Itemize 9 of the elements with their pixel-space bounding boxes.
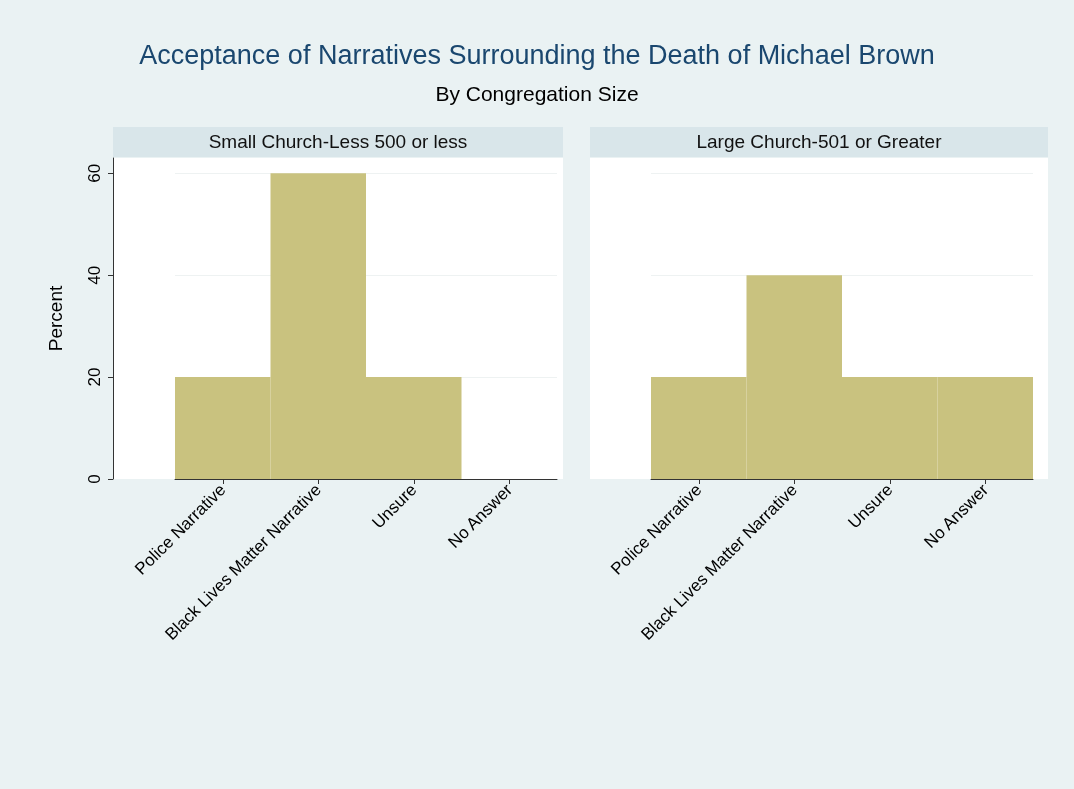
- y-axis-title: Percent: [45, 285, 66, 352]
- text: Large Church-501 or Greater: [590, 127, 1048, 157]
- chart-subtitle: By Congregation Size: [434, 82, 640, 106]
- chart-title: Acceptance of Narratives Surrounding the Death of Michael Brown: [138, 40, 936, 71]
- y-tick-label: 0: [85, 474, 104, 484]
- text: Small Church-Less 500 or less: [113, 127, 563, 157]
- y-tick-label: 20: [85, 367, 104, 387]
- y-tick-label: 60: [85, 163, 104, 183]
- y-tick-label: 40: [85, 265, 104, 285]
